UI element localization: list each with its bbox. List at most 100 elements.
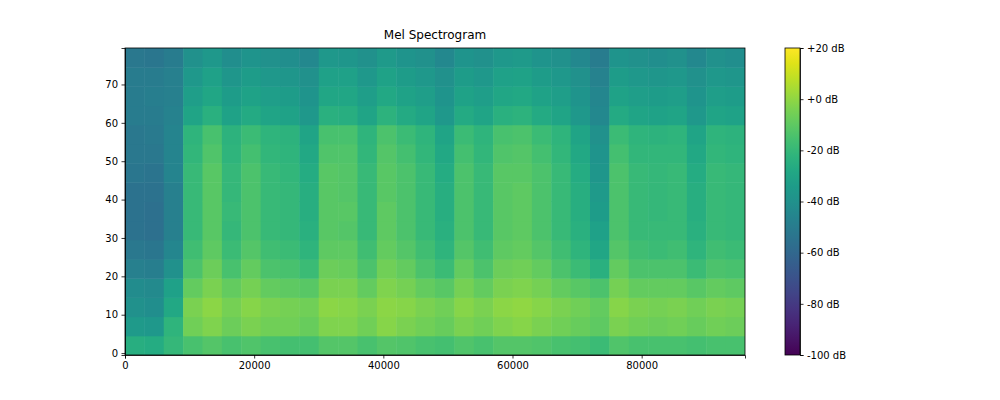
heatmap-cell [377,317,397,337]
heatmap-cell [183,202,203,222]
heatmap-cell [590,221,610,241]
heatmap-cell [726,317,745,337]
heatmap-cell [222,202,242,222]
heatmap-cell [164,86,184,106]
tick: 80000 [626,355,658,371]
heatmap-cell [164,125,184,145]
heatmap-cell [319,221,339,241]
heatmap-cell [319,163,339,183]
heatmap-cell [493,106,513,126]
heatmap-cell [299,317,319,337]
heatmap-cell [299,221,319,241]
heatmap-cell [706,48,726,68]
heatmap-cell [590,125,610,145]
heatmap-cell [668,317,688,337]
tick: 50 [105,156,125,167]
heatmap-cell [532,48,552,68]
heatmap-cell [183,259,203,279]
heatmap-cell [726,86,745,106]
heatmap-cell [493,317,513,337]
heatmap-cell [668,240,688,260]
heatmap-cell [280,125,300,145]
heatmap-cell [299,182,319,202]
heatmap-cell [532,163,552,183]
heatmap-cell [299,336,319,355]
heatmap-cell [358,86,378,106]
heatmap-cell [125,317,145,337]
heatmap-cell [261,163,281,183]
heatmap [125,48,745,355]
heatmap-cell [706,240,726,260]
heatmap-cell [358,221,378,241]
tick: +0 dB [800,94,838,105]
heatmap-cell [377,278,397,298]
heatmap-cell [609,125,629,145]
heatmap-cell [144,125,164,145]
tick: -100 dB [800,350,846,361]
heatmap-cell [454,67,474,87]
heatmap-cell [280,202,300,222]
heatmap-cell [513,163,533,183]
heatmap-cell [435,106,455,126]
heatmap-cell [706,336,726,355]
heatmap-cell [299,278,319,298]
heatmap-cell [726,259,745,279]
heatmap-cell [513,240,533,260]
tick: 20 [105,271,125,282]
heatmap-cell [164,336,184,355]
heatmap-cell [280,240,300,260]
heatmap-cell [609,240,629,260]
heatmap-cell [571,278,591,298]
heatmap-cell [454,240,474,260]
heatmap-cell [454,278,474,298]
heatmap-cell [706,106,726,126]
heatmap-cell [261,48,281,68]
colorbar-frame [785,48,800,355]
tick: -60 dB [800,247,840,258]
heatmap-cell [590,106,610,126]
heatmap-cell [648,240,668,260]
heatmap-cell [183,163,203,183]
heatmap-cell [183,278,203,298]
heatmap-cell [338,86,358,106]
tick-label: 80000 [626,360,658,371]
heatmap-cell [416,163,436,183]
heatmap-cell [125,259,145,279]
heatmap-cell [203,278,223,298]
heatmap-cell [590,336,610,355]
heatmap-cell [280,182,300,202]
tick-label: -20 dB [807,145,840,156]
heatmap-cell [513,182,533,202]
heatmap-cell [648,297,668,317]
heatmap-cell [261,278,281,298]
heatmap-cell [493,259,513,279]
heatmap-cell [474,106,494,126]
heatmap-cell [125,48,145,68]
heatmap-cell [726,202,745,222]
heatmap-cell [454,86,474,106]
colorbar [785,48,800,355]
heatmap-cell [299,144,319,164]
heatmap-cell [435,202,455,222]
heatmap-cell [222,144,242,164]
heatmap-cell [454,144,474,164]
tick-mark [122,353,126,354]
heatmap-cell [358,48,378,68]
heatmap-cell [687,163,707,183]
heatmap-cell [629,67,649,87]
heatmap-cell [648,336,668,355]
heatmap-cell [454,317,474,337]
heatmap-cell [493,221,513,241]
heatmap-cell [590,144,610,164]
tick-label: -100 dB [807,350,846,361]
heatmap-cell [377,259,397,279]
heatmap-cell [706,67,726,87]
heatmap-cell [396,106,416,126]
heatmap-cell [648,106,668,126]
heatmap-cell [454,182,474,202]
heatmap-cell [222,67,242,87]
heatmap-cell [144,48,164,68]
heatmap-cell [164,317,184,337]
heatmap-cell [183,125,203,145]
heatmap-cell [551,317,571,337]
